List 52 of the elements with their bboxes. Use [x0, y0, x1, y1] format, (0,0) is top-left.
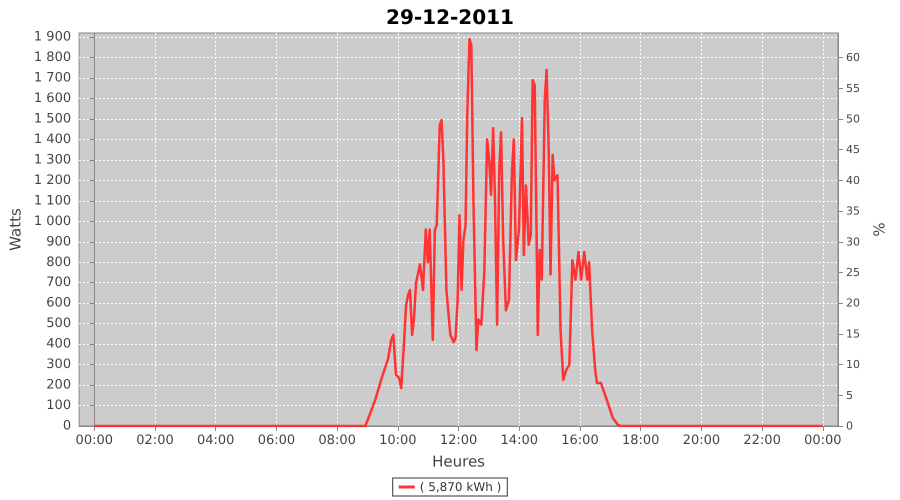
x-tick-label: 12:00	[440, 433, 478, 448]
y-tick-label: 900	[46, 234, 72, 250]
y-tick-label: 1 200	[34, 172, 72, 188]
x-tick-label: 10:00	[379, 433, 417, 448]
y-tick-label: 1 600	[34, 91, 72, 106]
y-tick-label: 300	[46, 357, 72, 372]
y-tick-label: 1 500	[34, 111, 72, 126]
x-tick-label: 06:00	[258, 433, 296, 448]
y-tick-label: 1 400	[34, 132, 72, 147]
y-tick-label: 1 900	[34, 30, 72, 45]
y-tick-label: 1 800	[34, 50, 72, 66]
x-tick-label: 00:00	[76, 433, 114, 448]
y2-tick-label: 15	[846, 327, 860, 340]
y-axis-title: Watts	[6, 208, 24, 251]
x-tick-label: 08:00	[318, 433, 356, 448]
y2-tick-label: 45	[846, 143, 860, 156]
x-tick-label: 22:00	[743, 433, 781, 448]
y-tick-label: 1 300	[34, 152, 72, 168]
y2-tick-label: 60	[846, 51, 860, 64]
y-tick-label: 500	[46, 316, 72, 332]
y-tick-label: 1 700	[34, 70, 72, 86]
y2-tick-label: 50	[846, 112, 860, 126]
y2-axis-title: %	[869, 222, 888, 237]
x-tick-label: 04:00	[196, 433, 234, 448]
y-tick-label: 0	[62, 418, 72, 434]
x-tick-label: 02:00	[136, 433, 174, 448]
y2-tick-label: 20	[846, 296, 860, 310]
y-tick-label: 1 000	[34, 214, 72, 229]
y-tick-label: 600	[46, 296, 72, 311]
x-tick-label: 18:00	[622, 433, 660, 448]
y-tick-label: 800	[46, 254, 72, 270]
y2-tick-label: 35	[846, 204, 860, 218]
x-tick-label: 16:00	[561, 433, 599, 448]
chart-title: 29-12-2011	[386, 5, 514, 29]
y2-tick-label: 5	[846, 388, 853, 402]
y-tick-label: 400	[46, 336, 72, 352]
y-tick-label: 200	[46, 378, 72, 393]
y2-tick-label: 25	[846, 266, 860, 279]
x-tick-label: 20:00	[682, 433, 720, 448]
y2-tick-label: 10	[846, 358, 860, 372]
y2-tick-label: 55	[846, 82, 860, 95]
x-tick-label: 00:00	[804, 433, 842, 448]
y2-tick-label: 0	[846, 420, 853, 432]
y2-tick-label: 40	[846, 174, 860, 187]
x-axis-title: Heures	[432, 452, 486, 470]
legend-label: ( 5,870 kWh )	[420, 480, 502, 494]
x-tick-label: 14:00	[500, 433, 538, 448]
y2-tick-label: 30	[846, 235, 860, 248]
y-tick-label: 700	[46, 275, 72, 290]
y-tick-label: 100	[46, 398, 72, 414]
y-tick-label: 1 100	[34, 193, 72, 208]
line-series	[93, 38, 824, 428]
